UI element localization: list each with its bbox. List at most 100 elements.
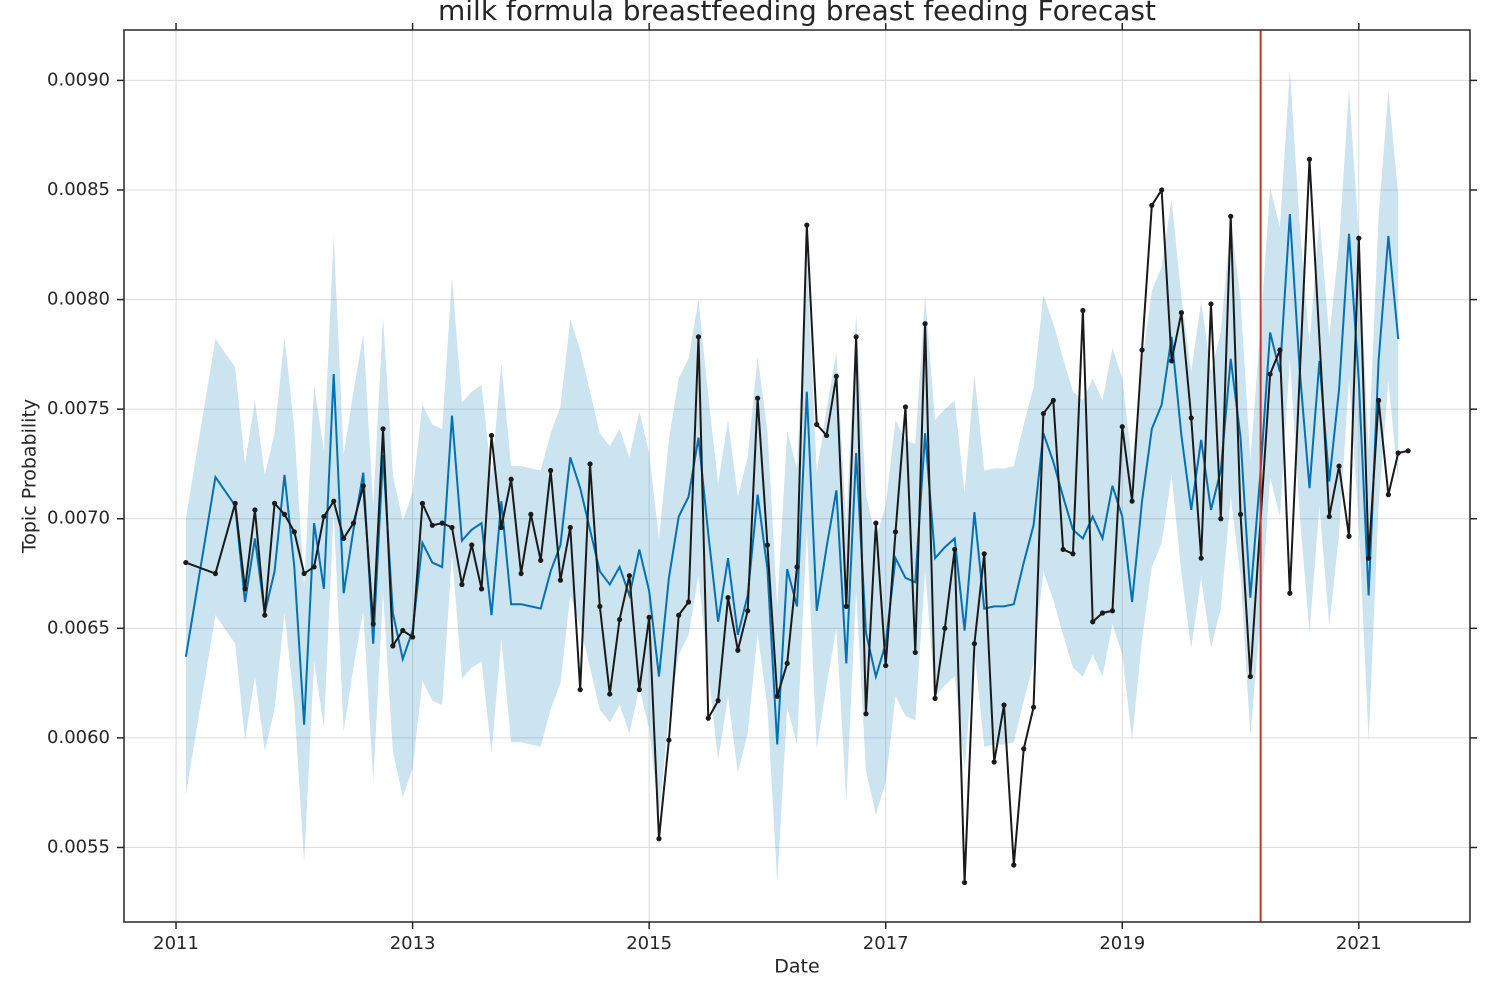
- y-tick-label: 0.0080: [47, 289, 110, 310]
- observed-point: [952, 546, 958, 553]
- observed-point: [833, 373, 839, 379]
- observed-point: [1070, 551, 1076, 557]
- observed-point: [488, 432, 495, 439]
- observed-point: [1375, 397, 1382, 403]
- observed-point: [291, 529, 297, 535]
- observed-point: [1090, 619, 1096, 625]
- observed-point: [331, 498, 337, 504]
- observed-point: [370, 621, 376, 627]
- observed-point: [498, 524, 504, 531]
- observed-point: [1218, 516, 1224, 522]
- observed-point: [1149, 202, 1155, 208]
- observed-point: [804, 222, 810, 228]
- observed-point: [350, 520, 357, 526]
- observed-point: [735, 647, 741, 653]
- observed-point: [242, 586, 248, 592]
- observed-point: [1198, 555, 1204, 561]
- observed-point: [1326, 513, 1332, 520]
- observed-point: [814, 421, 820, 428]
- plot-frame: [123, 29, 1471, 923]
- observed-point: [232, 500, 238, 506]
- observed-point: [883, 662, 889, 669]
- observed-point: [971, 641, 978, 647]
- observed-point: [1129, 498, 1135, 504]
- observed-point: [518, 570, 524, 577]
- y-tick-label: 0.0060: [47, 727, 110, 748]
- x-tick-label: 2017: [863, 933, 909, 954]
- observed-point: [1001, 702, 1007, 708]
- observed-point: [755, 395, 761, 401]
- y-tick-label: 0.0055: [47, 836, 110, 857]
- observed-point: [380, 426, 386, 432]
- observed-point: [429, 522, 435, 528]
- observed-point: [725, 595, 731, 601]
- observed-point: [823, 432, 830, 439]
- observed-point: [528, 511, 534, 517]
- observed-point: [1099, 610, 1106, 616]
- observed-point: [764, 542, 771, 548]
- observed-point: [1030, 704, 1037, 710]
- observed-point: [1040, 410, 1046, 417]
- x-axis-label: Date: [774, 956, 819, 978]
- observed-point: [1021, 746, 1027, 752]
- observed-point: [557, 577, 564, 583]
- y-tick-label: 0.0075: [47, 398, 110, 419]
- observed-point: [1159, 187, 1165, 193]
- y-tick-label: 0.0085: [47, 179, 110, 200]
- observed-point: [341, 535, 347, 542]
- x-tick-label: 2015: [626, 933, 672, 954]
- observed-point: [400, 627, 406, 634]
- observed-point: [794, 564, 800, 570]
- grid: [124, 30, 1470, 922]
- observed-point: [656, 836, 662, 842]
- observed-point: [577, 687, 583, 693]
- observed-point: [212, 570, 219, 577]
- uncertainty-band: [185, 69, 1399, 883]
- observed-point: [1080, 307, 1086, 314]
- observed-point: [478, 586, 485, 592]
- observed-point: [784, 660, 790, 666]
- observed-point: [853, 334, 859, 340]
- observed-point: [459, 581, 465, 588]
- observed-point: [636, 687, 642, 693]
- observed-point: [1228, 213, 1234, 219]
- observed-point: [311, 564, 317, 570]
- observed-point: [1405, 448, 1411, 454]
- observed-point: [1306, 156, 1313, 162]
- observed-point: [301, 570, 307, 577]
- observed-point: [439, 520, 445, 526]
- observed-point: [705, 715, 711, 721]
- x-tick-label: 2011: [153, 933, 199, 954]
- observed-point: [597, 603, 603, 610]
- observed-point: [1346, 533, 1352, 539]
- observed-point: [942, 625, 948, 631]
- observed-point: [873, 520, 879, 526]
- x-tick-label: 2019: [1099, 933, 1145, 954]
- observed-point: [1385, 492, 1391, 498]
- observed-point: [360, 483, 366, 489]
- observed-point: [626, 573, 633, 579]
- observed-point: [981, 551, 987, 557]
- observed-point: [449, 524, 455, 531]
- observed-point: [685, 599, 692, 605]
- observed-point: [390, 643, 396, 649]
- observed-point: [1050, 397, 1056, 403]
- observed-point: [409, 634, 416, 640]
- observed-point: [922, 321, 928, 327]
- y-tick-label: 0.0090: [47, 69, 110, 90]
- observed-point: [912, 649, 918, 656]
- observed-point: [616, 616, 623, 623]
- observed-point: [281, 511, 288, 517]
- observed-point: [1178, 310, 1185, 316]
- observed-point: [1366, 555, 1372, 561]
- observed-point: [419, 500, 426, 506]
- observed-point: [1060, 546, 1066, 553]
- observed-point: [1247, 673, 1253, 680]
- observed-point: [1267, 371, 1273, 377]
- observed-point: [1188, 415, 1194, 421]
- observed-point: [321, 513, 327, 520]
- observed-point: [666, 737, 672, 743]
- y-tick-label: 0.0070: [47, 508, 110, 529]
- observed-point: [961, 879, 968, 886]
